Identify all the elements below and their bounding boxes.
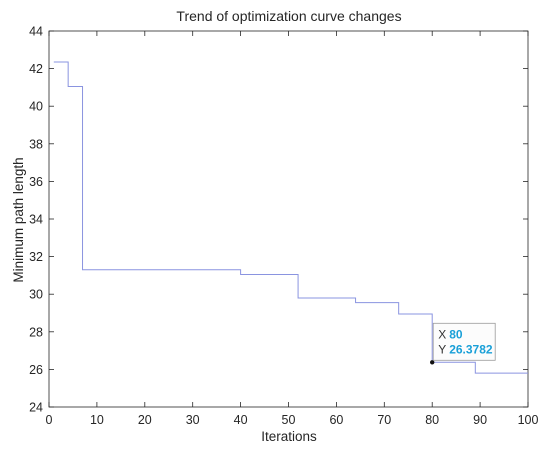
x-tick-label: 60 (329, 413, 343, 427)
y-tick-label: 42 (29, 62, 43, 76)
x-tick-label: 0 (46, 413, 53, 427)
y-tick-label: 26 (29, 363, 43, 377)
y-tick-label: 34 (29, 213, 43, 227)
x-tick-label: 80 (425, 413, 439, 427)
x-tick-label: 100 (518, 413, 539, 427)
y-tick-label: 36 (29, 175, 43, 189)
y-tick-label: 38 (29, 137, 43, 151)
y-tick-label: 24 (29, 401, 43, 415)
datatip-box (432, 322, 496, 361)
x-tick-label: 20 (138, 413, 152, 427)
y-tick-label: 44 (29, 25, 43, 39)
datatip-y-value: 26.3782 (449, 342, 493, 356)
x-tick-label: 70 (377, 413, 391, 427)
y-tick-label: 32 (29, 250, 43, 264)
x-axis-label: Iterations (261, 429, 317, 444)
x-tick-label: 10 (90, 413, 104, 427)
datatip-x-value: 80 (449, 327, 463, 341)
x-tick-label: 30 (186, 413, 200, 427)
plot-area[interactable]: 0 10 20 30 40 50 60 70 80 90 100 24 26 28 30 32 34 36 38 40… (29, 25, 538, 428)
y-tick-label: 40 (29, 100, 43, 114)
datatip-x-key: X (438, 327, 446, 341)
y-tick-label: 30 (29, 288, 43, 302)
datatip-y-key: Y (438, 342, 446, 356)
chart-title: Trend of optimization curve changes (176, 8, 401, 24)
datatip-marker (430, 360, 435, 365)
x-tick-label: 50 (282, 413, 296, 427)
x-tick-label: 90 (473, 413, 487, 427)
y-axis-label: Minimum path length (11, 157, 26, 282)
datatip[interactable]: X 80Y 26.3782 (432, 322, 496, 361)
y-tick-label: 28 (29, 325, 43, 339)
x-tick-label: 40 (234, 413, 248, 427)
